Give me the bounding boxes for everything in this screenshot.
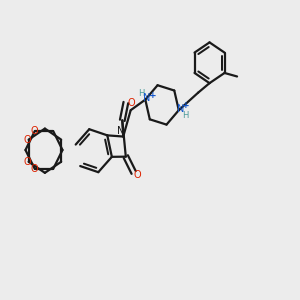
Text: +: + bbox=[182, 101, 189, 110]
Text: O: O bbox=[23, 157, 31, 167]
Text: O: O bbox=[128, 98, 135, 108]
Text: H: H bbox=[138, 89, 144, 98]
Text: H: H bbox=[182, 111, 188, 120]
Text: N: N bbox=[143, 93, 151, 103]
Text: O: O bbox=[31, 164, 38, 174]
Text: O: O bbox=[31, 126, 38, 136]
Text: O: O bbox=[23, 135, 31, 145]
Text: +: + bbox=[149, 91, 157, 100]
Text: O: O bbox=[134, 170, 141, 180]
Text: N: N bbox=[177, 104, 184, 115]
Text: N: N bbox=[117, 126, 124, 136]
